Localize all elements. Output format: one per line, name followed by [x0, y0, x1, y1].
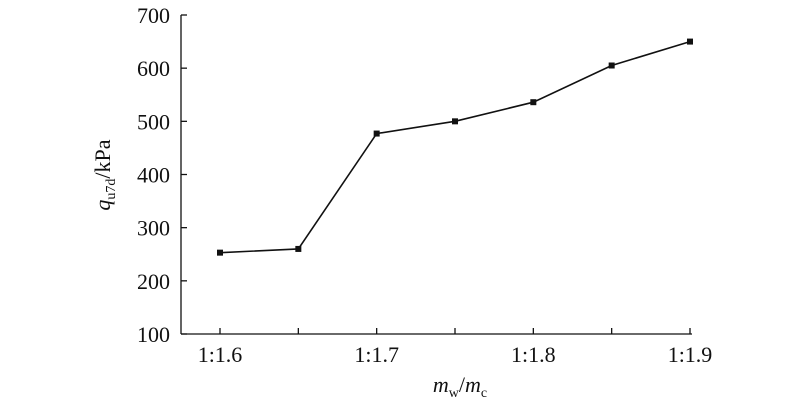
y-tick-label: 400: [137, 163, 170, 188]
data-point: [373, 130, 380, 137]
y-tick-label: 200: [137, 269, 170, 294]
x-tick-label: 1:1.6: [198, 342, 243, 367]
data-point: [295, 245, 302, 252]
x-tick-label: 1:1.9: [668, 342, 713, 367]
x-tick-label: 1:1.7: [354, 342, 399, 367]
y-axis-label: qu7d/kPa: [90, 139, 119, 210]
data-point: [452, 118, 458, 125]
data-line: [219, 40, 691, 254]
data-point: [530, 99, 537, 106]
data-point: [608, 62, 615, 69]
x-axis-label: mw/mc: [433, 372, 487, 401]
y-tick-label: 600: [137, 56, 170, 81]
y-tick-label: 300: [137, 216, 170, 241]
data-point: [217, 249, 223, 256]
y-tick-label: 100: [137, 322, 170, 347]
y-tick-label: 500: [137, 109, 170, 134]
x-tick-label: 1:1.8: [511, 342, 556, 367]
data-point: [687, 38, 693, 45]
y-tick-label: 700: [137, 3, 170, 28]
